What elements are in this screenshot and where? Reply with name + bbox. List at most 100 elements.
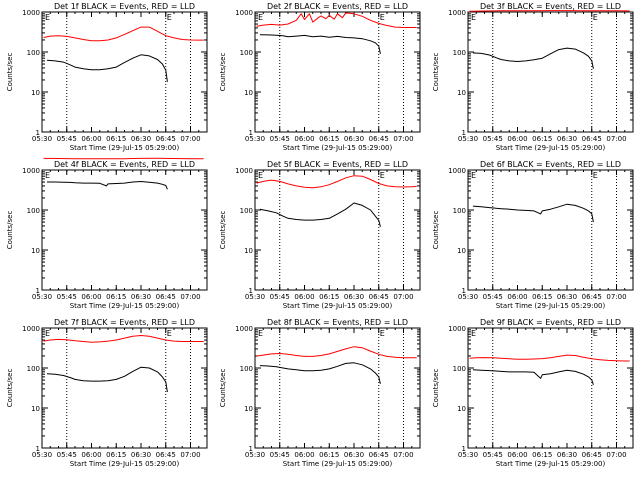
red-series-line [469, 354, 630, 362]
red-series-line [43, 157, 204, 160]
chart-panel-6: Det 6f BLACK = Events, RED = LLD 1 10 100 10… [432, 160, 634, 310]
y-tick-label: 100 [27, 365, 40, 373]
x-tick-label: 05:30 [245, 451, 265, 459]
y-tick-label: 1 [36, 287, 40, 295]
y-tick-label: 10 [31, 89, 40, 97]
x-tick-label: 06:30 [344, 451, 364, 459]
x-tick-label: 06:15 [532, 293, 552, 301]
event-label: E [258, 329, 263, 338]
y-tick-label: 10 [31, 247, 40, 255]
x-tick-label: 06:30 [557, 135, 577, 143]
x-tick-label: 05:45 [57, 293, 77, 301]
x-axis-label: Start Time (29-Jul-15 05:29:00) [70, 302, 180, 310]
x-tick-label: 06:00 [294, 135, 314, 143]
chart-title: Det 1f BLACK = Events, RED = LLD [54, 2, 195, 11]
x-axis-label: Start Time (29-Jul-15 05:29:00) [70, 144, 180, 152]
x-axis-label: Start Time (29-Jul-15 05:29:00) [283, 302, 393, 310]
x-tick-label: 07:00 [606, 293, 626, 301]
y-tick-label: 1000 [448, 325, 466, 333]
y-tick-label: 10 [457, 89, 466, 97]
event-label: E [471, 13, 476, 22]
x-tick-label: 07:00 [606, 451, 626, 459]
y-tick-label: 1000 [448, 167, 466, 175]
y-tick-label: 1 [462, 129, 466, 137]
event-label: E [380, 13, 385, 22]
y-tick-label: 100 [453, 49, 466, 57]
x-axis-label: Start Time (29-Jul-15 05:29:00) [496, 302, 606, 310]
chart-panel-8: Det 8f BLACK = Events, RED = LLD 1 10 100 10… [219, 318, 421, 468]
x-tick-label: 05:30 [245, 135, 265, 143]
x-tick-label: 06:30 [557, 293, 577, 301]
chart-title: Det 6f BLACK = Events, RED = LLD [480, 160, 621, 169]
y-tick-label: 100 [240, 49, 253, 57]
y-tick-label: 10 [244, 89, 253, 97]
x-tick-label: 06:15 [319, 451, 339, 459]
y-axis-label: Counts/sec [6, 369, 14, 408]
x-tick-label: 06:00 [507, 451, 527, 459]
x-tick-label: 05:30 [32, 451, 52, 459]
y-tick-label: 10 [31, 405, 40, 413]
black-series-line [472, 369, 594, 385]
x-tick-label: 06:00 [507, 293, 527, 301]
y-tick-label: 100 [240, 207, 253, 215]
chart-title: Det 3f BLACK = Events, RED = LLD [480, 2, 621, 11]
chart-title: Det 2f BLACK = Events, RED = LLD [267, 2, 408, 11]
black-series-line [46, 366, 168, 393]
chart-title: Det 5f BLACK = Events, RED = LLD [267, 160, 408, 169]
x-axis-label: Start Time (29-Jul-15 05:29:00) [496, 460, 606, 468]
chart-panel-5: Det 5f BLACK = Events, RED = LLD 1 10 100 10… [219, 160, 421, 310]
x-tick-label: 05:30 [458, 451, 478, 459]
red-series-line [256, 12, 417, 28]
x-tick-label: 06:45 [156, 451, 176, 459]
y-tick-label: 1000 [448, 9, 466, 17]
black-series-line [259, 34, 381, 54]
y-tick-label: 10 [244, 405, 253, 413]
x-tick-label: 06:15 [319, 135, 339, 143]
x-tick-label: 06:15 [106, 135, 126, 143]
x-tick-label: 06:45 [369, 451, 389, 459]
chart-panel-9: Det 9f BLACK = Events, RED = LLD 1 10 100 10… [432, 318, 634, 468]
x-tick-label: 06:30 [344, 293, 364, 301]
x-tick-label: 05:45 [270, 451, 290, 459]
red-series-line [43, 26, 204, 42]
y-axis-label: Counts/sec [6, 211, 14, 250]
y-axis-label: Counts/sec [219, 369, 227, 408]
x-tick-label: 06:45 [369, 135, 389, 143]
y-tick-label: 10 [457, 247, 466, 255]
y-tick-label: 1 [36, 445, 40, 453]
x-tick-label: 06:00 [81, 293, 101, 301]
chart-panel-7: Det 7f BLACK = Events, RED = LLD 1 10 100 10… [6, 318, 208, 468]
x-tick-label: 05:45 [270, 135, 290, 143]
event-label: E [380, 329, 385, 338]
event-label: E [45, 171, 50, 180]
x-tick-label: 07:00 [180, 135, 200, 143]
event-label: E [167, 13, 172, 22]
x-tick-label: 06:30 [131, 451, 151, 459]
x-tick-label: 06:15 [532, 135, 552, 143]
red-series-line [43, 335, 204, 343]
y-tick-label: 1000 [235, 167, 253, 175]
y-tick-label: 1000 [22, 9, 40, 17]
x-tick-label: 06:45 [582, 135, 602, 143]
y-axis-label: Counts/sec [432, 53, 440, 92]
black-series-line [259, 362, 381, 385]
x-tick-label: 06:45 [156, 135, 176, 143]
y-axis-label: Counts/sec [219, 211, 227, 250]
event-label: E [45, 329, 50, 338]
x-tick-label: 06:45 [156, 293, 176, 301]
red-series-line [469, 10, 630, 12]
x-tick-label: 05:45 [270, 293, 290, 301]
event-label: E [593, 329, 598, 338]
event-label: E [471, 171, 476, 180]
x-tick-label: 06:00 [294, 451, 314, 459]
event-label: E [471, 329, 476, 338]
y-tick-label: 1000 [235, 9, 253, 17]
x-axis-label: Start Time (29-Jul-15 05:29:00) [496, 144, 606, 152]
x-tick-label: 06:00 [81, 135, 101, 143]
x-tick-label: 06:15 [532, 451, 552, 459]
y-tick-label: 100 [453, 207, 466, 215]
red-series-line [256, 346, 417, 359]
x-tick-label: 05:45 [483, 451, 503, 459]
x-tick-label: 06:15 [106, 293, 126, 301]
